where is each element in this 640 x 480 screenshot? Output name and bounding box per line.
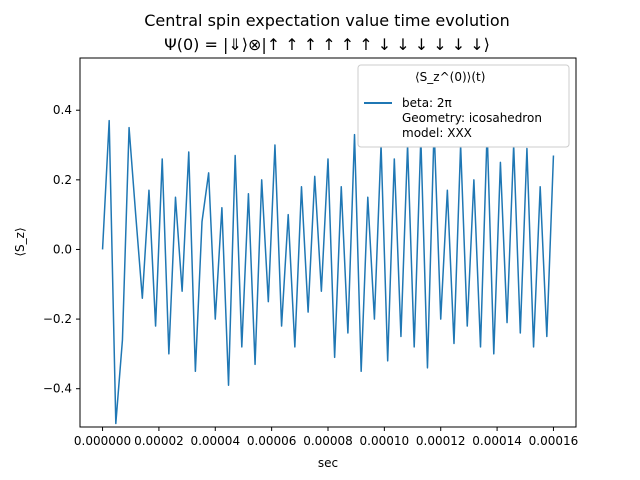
y-tick-label: 0.4 [53, 103, 72, 117]
y-axis: −0.4 −0.2 0.0 0.2 0.4 [43, 103, 80, 396]
x-tick-label: 0.000000 [74, 434, 131, 448]
legend-title: ⟨S_z^(0)⟩(t) [415, 70, 485, 84]
y-axis-label: ⟨S_z⟩ [13, 227, 27, 256]
x-tick-label: 0.00004 [190, 434, 240, 448]
y-tick-label: 0.2 [53, 173, 72, 187]
chart-title: Central spin expectation value time evol… [144, 11, 510, 30]
legend-entry-beta: beta: 2π [402, 96, 452, 110]
x-tick-label: 0.00016 [529, 434, 579, 448]
legend: ⟨S_z^(0)⟩(t) beta: 2π Geometry: icosahed… [357, 64, 570, 148]
plot-area [101, 119, 555, 425]
series-line [101, 119, 555, 425]
y-tick-label: 0.0 [53, 242, 72, 256]
x-tick-label: 0.00010 [360, 434, 410, 448]
x-axis: 0.000000 0.00002 0.00004 0.00006 0.00008 0.00… [74, 427, 578, 448]
y-tick-label: −0.2 [43, 312, 72, 326]
x-tick-label: 0.00008 [303, 434, 353, 448]
chart-subtitle: Ψ(0) = |⇓⟩⊗|↑ ↑ ↑ ↑ ↑ ↑ ↓ ↓ ↓ ↓ ↓ ↓⟩ [164, 35, 490, 54]
legend-box [357, 64, 570, 148]
y-tick-label: −0.4 [43, 382, 72, 396]
x-tick-label: 0.00002 [134, 434, 184, 448]
legend-entry-model: model: XXX [402, 126, 472, 140]
x-tick-label: 0.00014 [472, 434, 522, 448]
x-tick-label: 0.00006 [247, 434, 297, 448]
legend-entry-geometry: Geometry: icosahedron [402, 111, 542, 125]
x-tick-label: 0.00012 [416, 434, 466, 448]
x-axis-label: sec [318, 456, 338, 470]
